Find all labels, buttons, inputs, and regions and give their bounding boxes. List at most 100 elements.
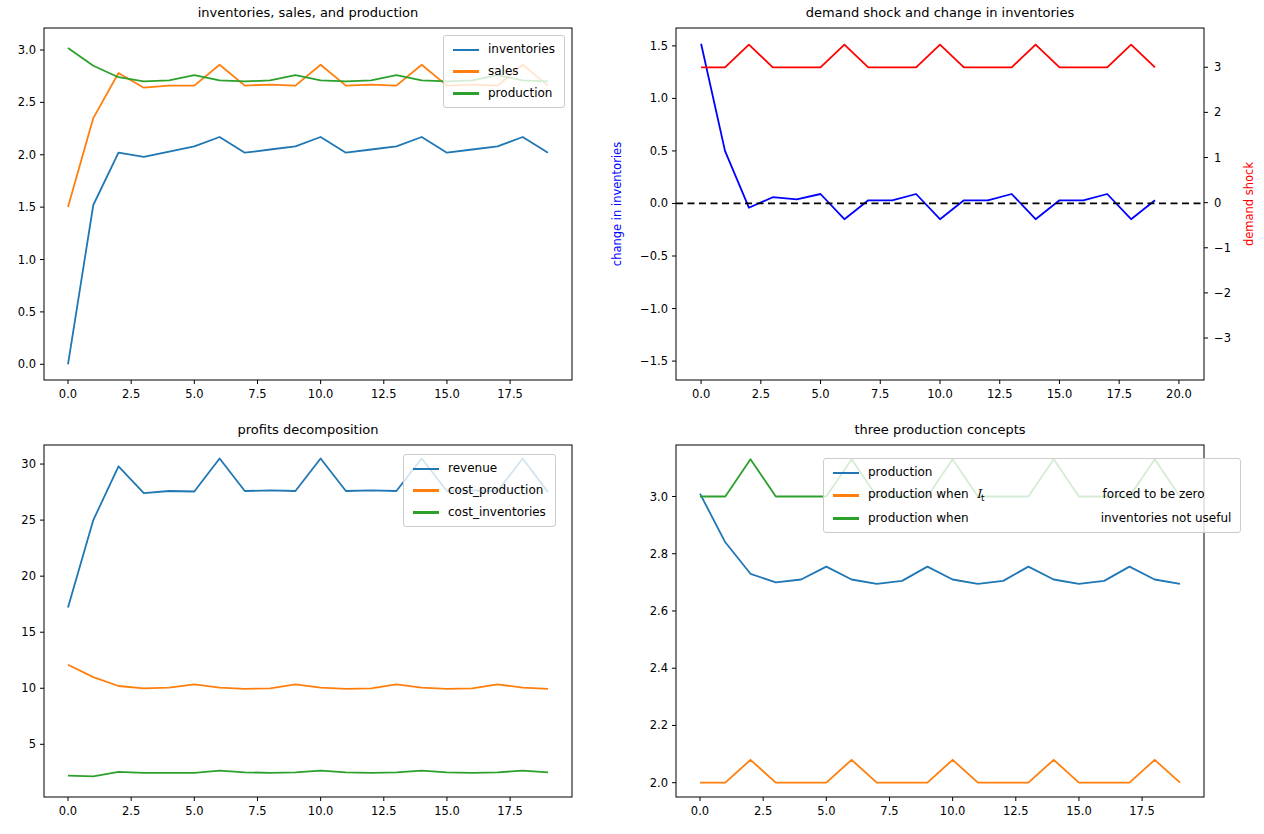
x-tick-label: 5.0: [817, 804, 835, 818]
plot-area: 0.02.55.07.510.012.515.017.520.0−1.5−1.0…: [632, 0, 1264, 417]
y-tick-label: 3.0: [18, 43, 36, 57]
y2-tick-label: 2: [1214, 105, 1221, 119]
legend-label: production wheninventories not useful: [868, 512, 1231, 526]
y2-tick-label: −3: [1214, 331, 1231, 345]
legend-label: cost_production: [448, 484, 543, 498]
chart-profits-decomposition: profits decomposition 0.02.55.07.510.012…: [0, 417, 632, 834]
legend-line-sample: [413, 511, 439, 514]
x-tick-label: 5.0: [811, 387, 829, 401]
x-tick-label: 7.5: [248, 387, 266, 401]
legend-label: cost_inventories: [448, 506, 546, 520]
x-tick-label: 17.5: [1106, 387, 1132, 401]
y-tick-label: 3.0: [650, 490, 668, 504]
y-tick-label: 10: [21, 681, 36, 695]
series-line-cost_inventories: [68, 771, 548, 777]
x-tick-label: 5.0: [185, 387, 203, 401]
legend: production production when Itforced to be…: [823, 458, 1241, 533]
y-tick-label: 2.4: [650, 661, 668, 675]
legend-line-sample: [453, 49, 479, 52]
y-tick-label: 1.0: [18, 253, 36, 267]
y-tick-label: −1.5: [640, 354, 668, 368]
y-tick-label: 0.0: [650, 196, 668, 210]
series-line-production-when-i_t-forced-to-be-zero: [700, 760, 1180, 783]
legend-line-sample: [453, 92, 479, 95]
y-tick-label: 0.0: [18, 357, 36, 371]
legend-item: cost_production: [413, 484, 546, 498]
x-tick-label: 15.0: [434, 387, 460, 401]
legend-line-sample: [413, 468, 439, 471]
x-tick-label: 20.0: [1166, 387, 1192, 401]
x-tick-label: 15.0: [1066, 804, 1092, 818]
x-tick-label: 17.5: [497, 804, 523, 818]
legend-label: revenue: [448, 462, 497, 476]
y-tick-label: 1.0: [650, 91, 668, 105]
y-tick-label: −0.5: [640, 249, 668, 263]
series-line-cost_production: [68, 665, 548, 689]
x-tick-label: 10.0: [940, 804, 966, 818]
y-tick-label: 2.2: [650, 718, 668, 732]
math-symbol: It: [976, 487, 984, 501]
y-tick-label: −1.0: [640, 302, 668, 316]
x-tick-label: 7.5: [871, 387, 889, 401]
x-tick-label: 15.0: [1047, 387, 1073, 401]
y2-tick-label: −2: [1214, 286, 1231, 300]
x-tick-label: 17.5: [497, 387, 523, 401]
y-tick-label: 2.5: [18, 95, 36, 109]
y-tick-label: 2.0: [650, 776, 668, 790]
legend-label: production: [868, 466, 932, 480]
legend-label-gap: [985, 497, 1103, 498]
x-tick-label: 5.0: [185, 804, 203, 818]
y-tick-label: 15: [21, 625, 36, 639]
x-tick-label: 7.5: [248, 804, 266, 818]
x-tick-label: 15.0: [434, 804, 460, 818]
figure: inventories, sales, and production 0.02.…: [0, 0, 1264, 834]
legend-label-gap: [969, 521, 1101, 522]
y-tick-label: 25: [21, 513, 36, 527]
legend-item: production: [833, 466, 1231, 480]
legend: inventories sales production: [443, 35, 565, 108]
x-tick-label: 12.5: [371, 804, 397, 818]
legend: revenue cost_production cost_inventories: [403, 454, 556, 527]
legend-item: production wheninventories not useful: [833, 512, 1231, 526]
y-tick-label: 30: [21, 457, 36, 471]
legend-line-sample: [833, 472, 859, 475]
x-tick-label: 0.0: [59, 804, 77, 818]
legend-label: sales: [488, 65, 519, 79]
x-tick-label: 12.5: [371, 387, 397, 401]
x-tick-label: 12.5: [987, 387, 1013, 401]
y2-tick-label: 1: [1214, 151, 1221, 165]
x-tick-label: 10.0: [308, 387, 334, 401]
y-tick-label: 2.0: [18, 148, 36, 162]
y2-tick-label: −1: [1214, 241, 1231, 255]
legend-label: inventories: [488, 43, 555, 57]
y-tick-label: 0.5: [18, 305, 36, 319]
x-tick-label: 12.5: [1003, 804, 1029, 818]
legend-item: inventories: [453, 43, 555, 57]
chart-demand-shock-change-in-inventories: demand shock and change in inventories c…: [632, 0, 1264, 417]
legend-item: cost_inventories: [413, 506, 546, 520]
y2-tick-label: 0: [1214, 196, 1221, 210]
x-tick-label: 2.5: [754, 804, 772, 818]
x-tick-label: 2.5: [122, 804, 140, 818]
y-axis-label-change-in-inventories: change in inventories: [610, 142, 624, 266]
y-tick-label: 20: [21, 569, 36, 583]
y-tick-label: 0.5: [650, 144, 668, 158]
chart-three-production-concepts: three production concepts 0.02.55.07.510…: [632, 417, 1264, 834]
series-line-demand-shock: [701, 45, 1155, 68]
x-tick-label: 10.0: [308, 804, 334, 818]
x-tick-label: 0.0: [691, 804, 709, 818]
y-tick-label: 1.5: [18, 200, 36, 214]
legend-line-sample: [833, 494, 859, 497]
y-tick-label: 2.8: [650, 547, 668, 561]
legend-label: production when Itforced to be zero: [868, 488, 1205, 504]
x-tick-label: 10.0: [927, 387, 953, 401]
legend-item: production: [453, 87, 555, 101]
legend-label: production: [488, 87, 552, 101]
x-tick-label: 7.5: [880, 804, 898, 818]
y-tick-label: 5: [29, 737, 36, 751]
legend-item: sales: [453, 65, 555, 79]
legend-line-sample: [833, 517, 859, 520]
legend-item: production when Itforced to be zero: [833, 488, 1231, 504]
y-tick-label: 2.6: [650, 604, 668, 618]
y2-tick-label: 3: [1214, 60, 1221, 74]
